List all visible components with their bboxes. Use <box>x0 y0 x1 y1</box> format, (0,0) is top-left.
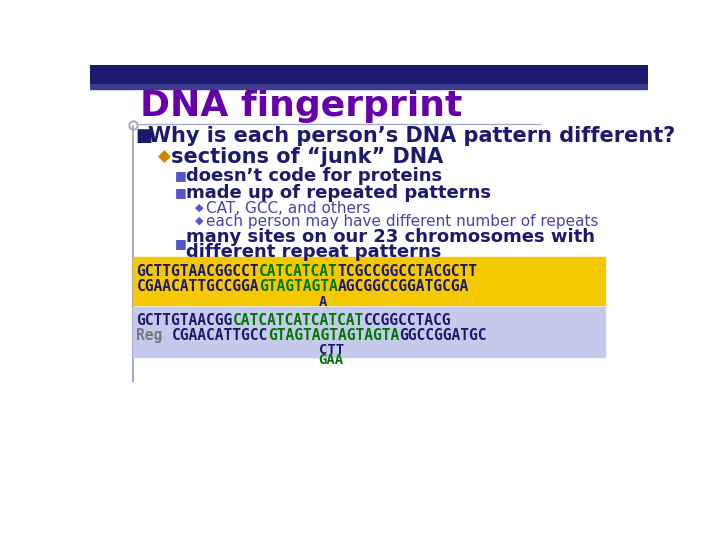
Text: many sites on our 23 chromosomes with: many sites on our 23 chromosomes with <box>186 228 595 246</box>
Text: ■: ■ <box>175 186 187 199</box>
Text: ◆: ◆ <box>195 216 204 226</box>
Text: Reg: Reg <box>137 328 171 343</box>
Bar <box>132 257 606 305</box>
Text: sections of “junk” DNA: sections of “junk” DNA <box>171 147 444 167</box>
Text: ◆: ◆ <box>158 148 171 166</box>
Text: CATCATCATCATCAT: CATCATCATCATCAT <box>233 313 364 328</box>
Text: CGAACATTGCCGGA: CGAACATTGCCGGA <box>137 279 259 294</box>
Text: ■: ■ <box>175 237 187 250</box>
Text: ◆: ◆ <box>195 203 204 213</box>
Text: GTAGTAGTAGTAGTA: GTAGTAGTAGTAGTA <box>268 328 399 343</box>
Bar <box>90 84 648 90</box>
Bar <box>132 307 606 357</box>
Text: CTT: CTT <box>319 343 343 357</box>
Text: ■: ■ <box>135 127 152 145</box>
Text: CATCATCAT: CATCATCAT <box>259 264 338 279</box>
Text: different repeat patterns: different repeat patterns <box>186 243 441 261</box>
Text: AGCGGCCGGATGCGA: AGCGGCCGGATGCGA <box>338 279 469 294</box>
Text: GCTTGTAACGG: GCTTGTAACGG <box>137 313 233 328</box>
Text: DNA fingerprint: DNA fingerprint <box>140 89 463 123</box>
Text: A: A <box>319 295 327 309</box>
Text: GAA: GAA <box>319 354 343 368</box>
Text: made up of repeated patterns: made up of repeated patterns <box>186 184 491 201</box>
Text: Why is each person’s DNA pattern different?: Why is each person’s DNA pattern differe… <box>148 126 675 146</box>
Text: GGCCGGATGC: GGCCGGATGC <box>399 328 487 343</box>
Text: GCTTGTAACGGCCT: GCTTGTAACGGCCT <box>137 264 259 279</box>
Text: CGAACATTGCC: CGAACATTGCC <box>171 328 268 343</box>
Text: doesn’t code for proteins: doesn’t code for proteins <box>186 167 442 185</box>
Bar <box>90 65 648 84</box>
Text: CCGGCCTACG: CCGGCCTACG <box>364 313 451 328</box>
Text: TCGCCGGCCTACGCTT: TCGCCGGCCTACGCTT <box>338 264 478 279</box>
Text: each person may have different number of repeats: each person may have different number of… <box>206 214 599 228</box>
Text: CAT, GCC, and others: CAT, GCC, and others <box>206 200 371 215</box>
Text: GTAGTAGTA: GTAGTAGTA <box>259 279 338 294</box>
Text: ■: ■ <box>175 169 187 182</box>
